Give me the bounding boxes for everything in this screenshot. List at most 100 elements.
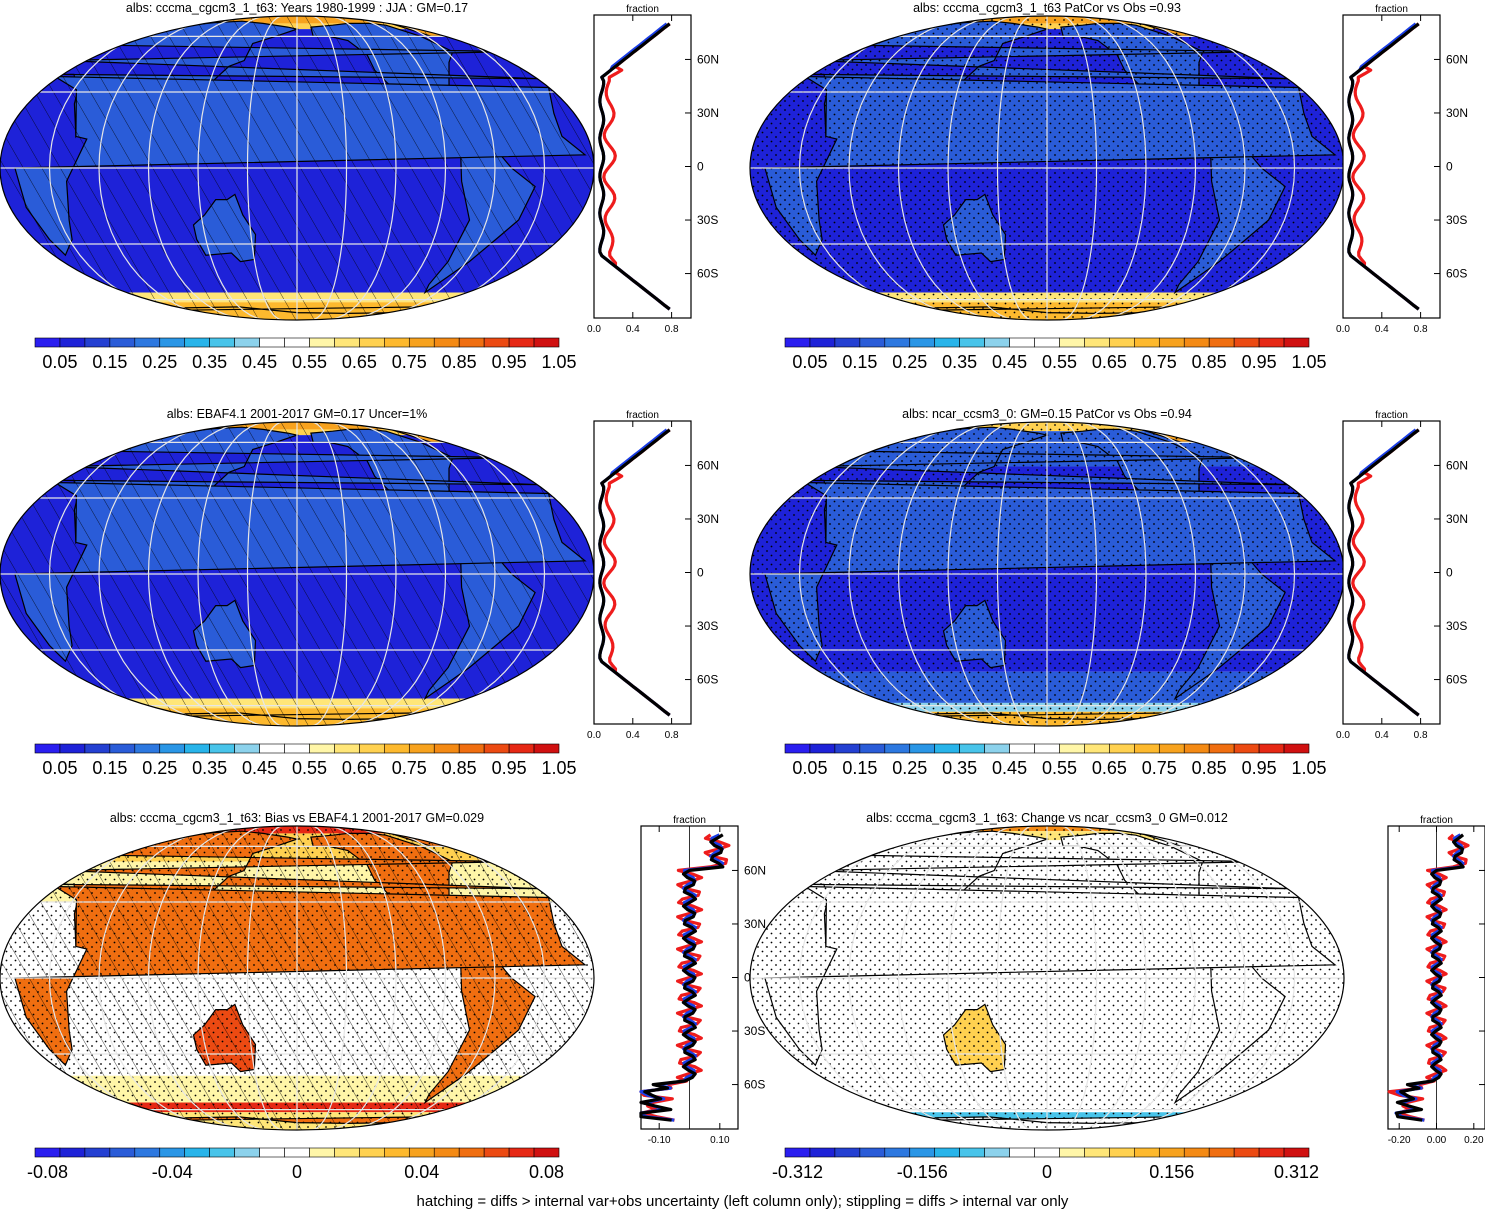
colorbar-cell (1158, 743, 1185, 754)
colorbar-cell (34, 337, 61, 348)
colorbar-cell (1158, 1147, 1185, 1158)
colorbar-cell (909, 743, 936, 754)
colorbar-cell (284, 743, 310, 754)
colorbar-tick-label: 0.95 (1242, 352, 1277, 372)
colorbar-cell (984, 1147, 1010, 1158)
colorbar-cell (1258, 743, 1285, 754)
colorbar-cell (309, 337, 335, 348)
colorbar-cell (1009, 337, 1035, 348)
profile-ytick-label: 60N (1446, 458, 1468, 472)
colorbar-cell (1059, 337, 1085, 348)
colorbar-tick-label: -0.156 (897, 1162, 948, 1182)
profile-ytick-label: 60S (1446, 267, 1467, 281)
colorbar-cell (159, 743, 186, 754)
colorbar-cell (533, 337, 560, 348)
colorbar-cell (934, 1147, 960, 1158)
colorbar-cell (159, 337, 186, 348)
colorbar-cell (1084, 337, 1110, 348)
map-panel-e: albs: cccma_cgcm3_1_t63: Bias vs EBAF4.1… (0, 811, 595, 1131)
colorbar-cell (309, 1147, 335, 1158)
colorbar-cell (408, 337, 435, 348)
colorbar-tick-label: 1.05 (1291, 758, 1326, 778)
colorbar-tick-label: 0.95 (1242, 758, 1277, 778)
colorbar-tick-label: 0.15 (92, 758, 127, 778)
colorbar-cell (909, 337, 936, 348)
colorbar-cell (109, 1147, 136, 1158)
colorbar-cell (859, 743, 886, 754)
profile-xtick-label: 0.4 (626, 324, 640, 335)
colorbar-cell (1183, 743, 1210, 754)
profile-xtick-label: 0.0 (587, 324, 601, 335)
map-border (749, 825, 1345, 1131)
profile-title: fraction (626, 410, 659, 421)
colorbar-tick-label: 0.35 (942, 352, 977, 372)
colorbar-tick-label: 0.45 (242, 352, 277, 372)
colorbar-cell (159, 1147, 186, 1158)
colorbar-cell (334, 743, 360, 754)
colorbar-cell (834, 1147, 861, 1158)
colorbar-cell (959, 337, 985, 348)
colorbar-tick-label: 0.35 (942, 758, 977, 778)
colorbar-cell (809, 337, 836, 348)
colorbar-cell (934, 337, 960, 348)
profile-ytick-label: 60S (1446, 673, 1467, 687)
profile-ytick-label: 30S (697, 213, 718, 227)
colorbar-cell (1034, 743, 1060, 754)
colorbar-cell (1059, 743, 1085, 754)
colorbar-cell (384, 743, 410, 754)
profile-xtick-label: -0.10 (648, 1135, 671, 1146)
colorbar-tick-label: 0.05 (42, 352, 77, 372)
colorbar-cell (458, 743, 485, 754)
colorbar-tick-label: -0.08 (27, 1162, 68, 1182)
colorbar-tick-label: 0.45 (242, 758, 277, 778)
colorbar-cell (483, 743, 510, 754)
colorbar-tick-label: 0.05 (792, 758, 827, 778)
colorbar-cell (483, 337, 510, 348)
colorbar-cell (59, 1147, 86, 1158)
profile-c: fraction 60N 30N 0 30S 60S 0.0 0.4 0.8 (587, 410, 719, 741)
colorbar-cell (359, 1147, 385, 1158)
colorbar-tick-label: 0 (1042, 1162, 1052, 1182)
profile-a: fraction 60N 30N 0 30S 60S 0.0 0.4 0.8 (587, 4, 719, 335)
profile-ytick-label: 0 (1446, 566, 1453, 580)
profile-line (1351, 428, 1420, 717)
profile-xtick-label: 0.4 (1375, 324, 1389, 335)
colorbar-cell (533, 743, 560, 754)
colorbar-cell (184, 1147, 210, 1158)
colorbar-tick-label: 0.75 (392, 352, 427, 372)
colorbar-cell (209, 743, 235, 754)
colorbar-tick-label: 0 (292, 1162, 302, 1182)
profile-ytick-label: 30S (697, 619, 718, 633)
profile-line (639, 833, 725, 1122)
colorbar-cell (909, 1147, 936, 1158)
map-panel-a: albs: cccma_cgcm3_1_t63: Years 1980-1999… (0, 1, 595, 321)
colorbar-cell (234, 337, 260, 348)
profile-xtick-label: 0.0 (587, 730, 601, 741)
profile-ytick-label: 0 (697, 160, 704, 174)
profile-ytick-label: 60S (697, 673, 718, 687)
colorbar-cell (1233, 337, 1260, 348)
colorbar-cell (433, 1147, 460, 1158)
profile-ytick-label: 30N (1446, 106, 1468, 120)
colorbar-cell (1134, 337, 1160, 348)
colorbar-tick-label: 0.55 (292, 352, 327, 372)
colorbar-cell (533, 1147, 560, 1158)
profile-ytick-label: 30N (744, 917, 766, 931)
colorbar-cell (1233, 1147, 1260, 1158)
panel-title: albs: cccma_cgcm3_1_t63: Years 1980-1999… (126, 1, 468, 15)
profile-d: fraction 60N 30N 0 30S 60S 0.0 0.4 0.8 (1336, 410, 1468, 741)
colorbar-cell (458, 337, 485, 348)
colorbar-cell (1183, 1147, 1210, 1158)
colorbar-b: 0.05 0.15 0.25 0.35 0.45 0.55 0.65 0.75 0.85 0.95… (784, 337, 1327, 372)
colorbar-cell (184, 337, 210, 348)
colorbar-cell (1283, 337, 1310, 348)
profile-title: fraction (1375, 410, 1408, 421)
profile-xtick-label: 0.8 (665, 324, 679, 335)
colorbar-cell (784, 337, 811, 348)
profile-ytick-label: 30S (1446, 213, 1467, 227)
colorbar-tick-label: -0.04 (152, 1162, 193, 1182)
profile-ytick-label: 60S (744, 1078, 765, 1092)
colorbar-cell (809, 743, 836, 754)
colorbar-cell (1283, 743, 1310, 754)
profile-xtick-label: 0.8 (1414, 324, 1428, 335)
